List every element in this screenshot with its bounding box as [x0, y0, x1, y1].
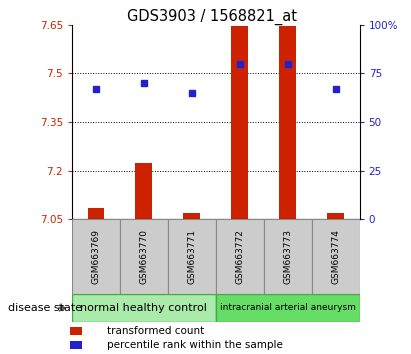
Bar	[168, 219, 216, 294]
Bar	[279, 27, 296, 219]
Text: normal healthy control: normal healthy control	[81, 303, 207, 313]
Bar	[327, 213, 344, 219]
Text: disease state: disease state	[8, 303, 82, 313]
Text: GSM663774: GSM663774	[331, 229, 340, 284]
Bar	[70, 341, 82, 349]
Text: GSM663771: GSM663771	[187, 229, 196, 284]
Bar	[120, 219, 168, 294]
Bar	[88, 208, 104, 219]
Bar	[72, 219, 120, 294]
Text: GSM663769: GSM663769	[91, 229, 100, 284]
Bar	[264, 219, 312, 294]
Bar	[72, 294, 216, 322]
Bar	[216, 294, 360, 322]
Bar	[216, 219, 264, 294]
Text: GSM663772: GSM663772	[235, 229, 244, 284]
Text: transformed count: transformed count	[107, 326, 204, 336]
Bar	[312, 219, 360, 294]
Text: GSM663770: GSM663770	[139, 229, 148, 284]
Bar	[183, 213, 200, 219]
Bar	[231, 27, 248, 219]
Bar	[136, 163, 152, 219]
Text: GDS3903 / 1568821_at: GDS3903 / 1568821_at	[127, 9, 297, 25]
Text: intracranial arterial aneurysm: intracranial arterial aneurysm	[220, 303, 356, 313]
Text: GSM663773: GSM663773	[283, 229, 292, 284]
Bar	[70, 327, 82, 335]
Text: percentile rank within the sample: percentile rank within the sample	[107, 341, 283, 350]
